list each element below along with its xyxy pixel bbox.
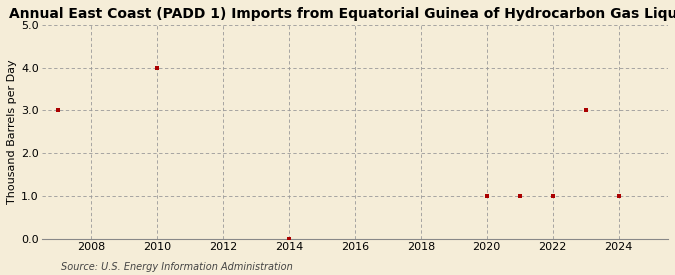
Point [481,194,492,198]
Y-axis label: Thousand Barrels per Day: Thousand Barrels per Day [7,59,17,204]
Point [284,236,294,241]
Point [547,194,558,198]
Title: Annual East Coast (PADD 1) Imports from Equatorial Guinea of Hydrocarbon Gas Liq: Annual East Coast (PADD 1) Imports from … [9,7,675,21]
Point [514,194,525,198]
Text: Source: U.S. Energy Information Administration: Source: U.S. Energy Information Administ… [61,262,292,272]
Point [53,108,63,113]
Point [613,194,624,198]
Point [580,108,591,113]
Point [152,65,163,70]
